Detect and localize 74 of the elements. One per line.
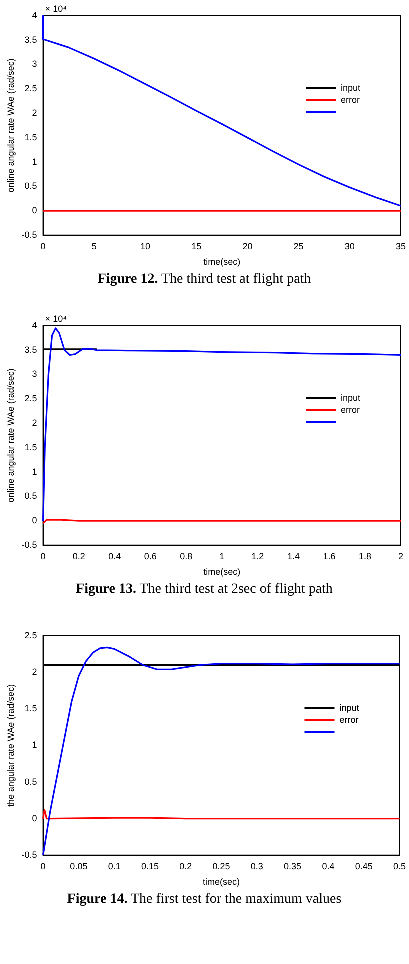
y-axis-title: the angular rate WAe (rad/sec): [6, 684, 16, 808]
y-tick-label: 0.5: [24, 181, 38, 192]
y-tick-label: 1: [32, 466, 38, 477]
y-tick-label: 0: [32, 516, 38, 526]
x-tick-label: 0: [40, 861, 46, 872]
x-tick-label: 20: [242, 241, 253, 252]
y-tick-label: 2.5: [24, 394, 38, 404]
y-tick-label: 4: [32, 320, 38, 330]
x-tick-label: 0: [40, 551, 46, 562]
x-tick-label: 0.45: [355, 861, 373, 872]
x-axis-title: time(sec): [204, 257, 241, 268]
x-tick-label: 1: [220, 551, 225, 562]
y-tick-label: 1.5: [24, 704, 38, 714]
y-tick-label: 2: [32, 418, 38, 428]
x-tick-label: 0.3: [250, 861, 264, 872]
y-axis-title: online angular rate WAe (rad/sec): [6, 58, 16, 193]
x-tick-label: 0.6: [144, 551, 157, 562]
y-tick-label: 3.5: [24, 344, 38, 355]
x-tick-label: 25: [294, 241, 304, 252]
x-tick-label: 1.2: [252, 551, 264, 562]
text: Figure 14. The first test for the maximum values: [67, 892, 342, 907]
y-tick-label: 1.5: [24, 132, 38, 142]
y-axis-title: online angular rate WAe (rad/sec): [6, 368, 16, 503]
x-tick-label: 0.1: [108, 861, 121, 872]
x-tick-label: 1.4: [287, 551, 300, 562]
legend-label: input: [340, 82, 362, 93]
y-tick-label: -0.5: [22, 850, 38, 860]
legend-label: input: [340, 702, 360, 713]
x-axis-title: time(sec): [203, 877, 240, 888]
text: Figure 12. The third test at flight path: [98, 272, 312, 287]
y-tick-label: 3.5: [24, 34, 38, 45]
x-tick-label: 0.25: [212, 861, 230, 872]
x-tick-label: 0.4: [108, 551, 122, 562]
x-tick-label: 0.15: [141, 861, 160, 872]
y-tick-label: -0.5: [22, 230, 38, 240]
y-tick-label: -0.5: [22, 540, 38, 550]
x-tick-label: 35: [396, 241, 406, 252]
x-tick-label: 0.05: [70, 861, 88, 872]
y-tick-label: 0.5: [24, 776, 38, 787]
y-tick-label: 2: [32, 108, 38, 118]
text: Figure 13. The third test at 2sec of flight path: [76, 582, 333, 597]
x-tick-label: 0.4: [322, 861, 335, 872]
x-tick-label: 0.5: [393, 861, 406, 872]
x-tick-label: 5: [92, 241, 97, 252]
x-tick-label: 15: [192, 241, 202, 252]
y-tick-label: 0.5: [24, 491, 38, 502]
y-tick-label: 1: [32, 740, 38, 750]
x-tick-label: 1.8: [358, 551, 372, 562]
legend-label: error: [340, 94, 360, 105]
legend-label: error: [340, 714, 359, 725]
y-tick-label: 0: [32, 813, 38, 824]
legend-label: input: [341, 392, 362, 403]
x-tick-label: 2: [398, 551, 404, 562]
y-tick-label: 0: [32, 206, 38, 216]
y-tick-label: 3: [32, 369, 38, 380]
y-tick-label: 1.5: [24, 442, 38, 452]
y-tick-label: 2.5: [24, 630, 38, 640]
x-tick-label: 0.35: [284, 861, 302, 872]
y-tick-label: 1: [32, 156, 38, 167]
y-tick-label: 4: [32, 10, 38, 20]
x-tick-label: 0: [40, 241, 46, 252]
x-tick-label: 0.2: [72, 551, 86, 562]
x-tick-label: 1.6: [323, 551, 336, 562]
text: × 10⁴: [45, 4, 68, 14]
x-tick-label: 0.2: [180, 861, 192, 872]
y-tick-label: 3: [32, 59, 38, 70]
x-tick-label: 10: [140, 241, 151, 252]
legend-label: error: [341, 404, 360, 415]
y-tick-label: 2.5: [24, 84, 38, 94]
x-tick-label: 0.8: [180, 551, 193, 562]
x-axis-title: time(sec): [204, 567, 241, 578]
x-tick-label: 30: [344, 241, 355, 252]
y-tick-label: 2: [32, 667, 38, 678]
text: × 10⁴: [45, 314, 68, 324]
